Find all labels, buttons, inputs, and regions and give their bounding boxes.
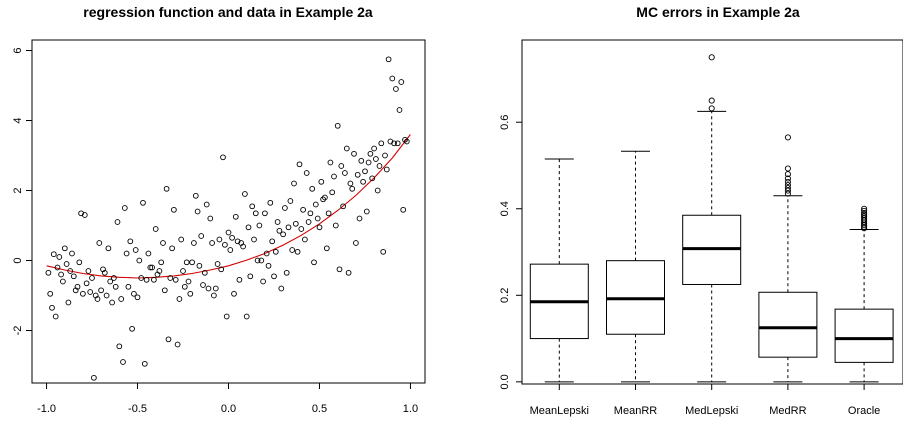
x-tick-label: Oracle — [848, 405, 880, 417]
y-tick-label: 0.4 — [499, 201, 511, 216]
y-tick-label: 0.6 — [499, 115, 511, 130]
x-tick-label: MeanLepski — [530, 405, 589, 417]
x-tick-label: 0.5 — [312, 403, 327, 415]
y-tick-label: 2 — [12, 187, 24, 193]
y-tick-label: 4 — [12, 117, 24, 123]
x-tick-label: 1.0 — [403, 403, 418, 415]
y-tick-label: 0.2 — [499, 288, 511, 303]
x-tick-label: MeanRR — [614, 405, 657, 417]
y-tick-label: 6 — [12, 47, 24, 53]
x-tick-label: MedRR — [769, 405, 806, 417]
y-tick-label: 0 — [12, 257, 24, 263]
y-tick-label: 0.0 — [499, 374, 511, 389]
x-tick-label: -1.0 — [37, 403, 56, 415]
scatter-chart-title: regression function and data in Example … — [83, 4, 373, 20]
interquartile-box — [835, 309, 893, 362]
x-tick-label: 0.0 — [221, 403, 236, 415]
interquartile-box — [759, 292, 817, 357]
x-tick-label: -0.5 — [128, 403, 147, 415]
y-tick-label: -2 — [12, 326, 24, 336]
boxplot-chart-title: MC errors in Example 2a — [636, 4, 800, 20]
x-tick-label: MedLepski — [685, 405, 738, 417]
